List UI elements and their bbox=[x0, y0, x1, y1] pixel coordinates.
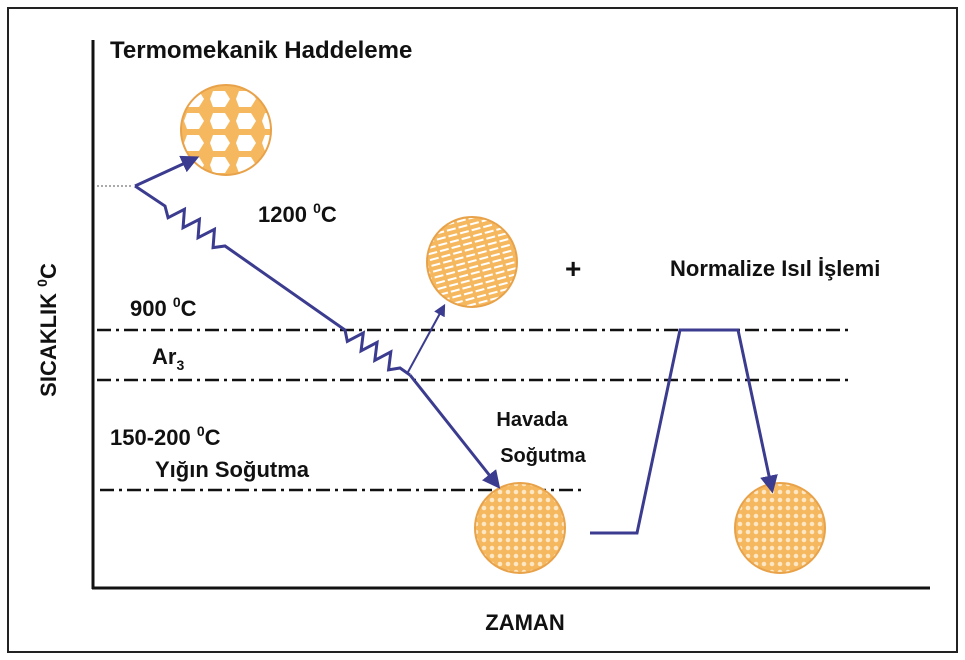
pile-cooling-label: Yığın Soğutma bbox=[155, 457, 310, 482]
x-axis-label: ZAMAN bbox=[485, 610, 564, 635]
grain-fine bbox=[474, 482, 566, 574]
grain-deformed bbox=[426, 216, 518, 308]
title: Termomekanik Haddeleme bbox=[110, 37, 412, 64]
temp-label: 150-200 0C bbox=[110, 423, 221, 450]
normalize-label: Normalize Isıl İşlemi bbox=[670, 256, 880, 281]
grain-normalized bbox=[734, 482, 826, 574]
rolling-line bbox=[134, 184, 411, 377]
air-cooling-label: Soğutma bbox=[500, 445, 586, 467]
arrow-air-cooling bbox=[408, 374, 501, 489]
grain-coarse bbox=[180, 84, 272, 176]
rolling-path bbox=[134, 184, 411, 377]
arrow-to-deformed bbox=[407, 303, 446, 373]
plus: + bbox=[565, 253, 581, 284]
temp-label: 1200 0C bbox=[258, 200, 337, 227]
frame bbox=[7, 7, 958, 653]
arrow-to-coarse bbox=[134, 155, 200, 188]
ar3-label: Ar3 bbox=[152, 344, 184, 373]
normalize-path bbox=[590, 328, 778, 535]
air-cooling-label: Havada bbox=[496, 409, 568, 431]
temp-label: 900 0C bbox=[130, 294, 197, 321]
y-axis-label: SICAKLIK 0C bbox=[34, 263, 61, 397]
